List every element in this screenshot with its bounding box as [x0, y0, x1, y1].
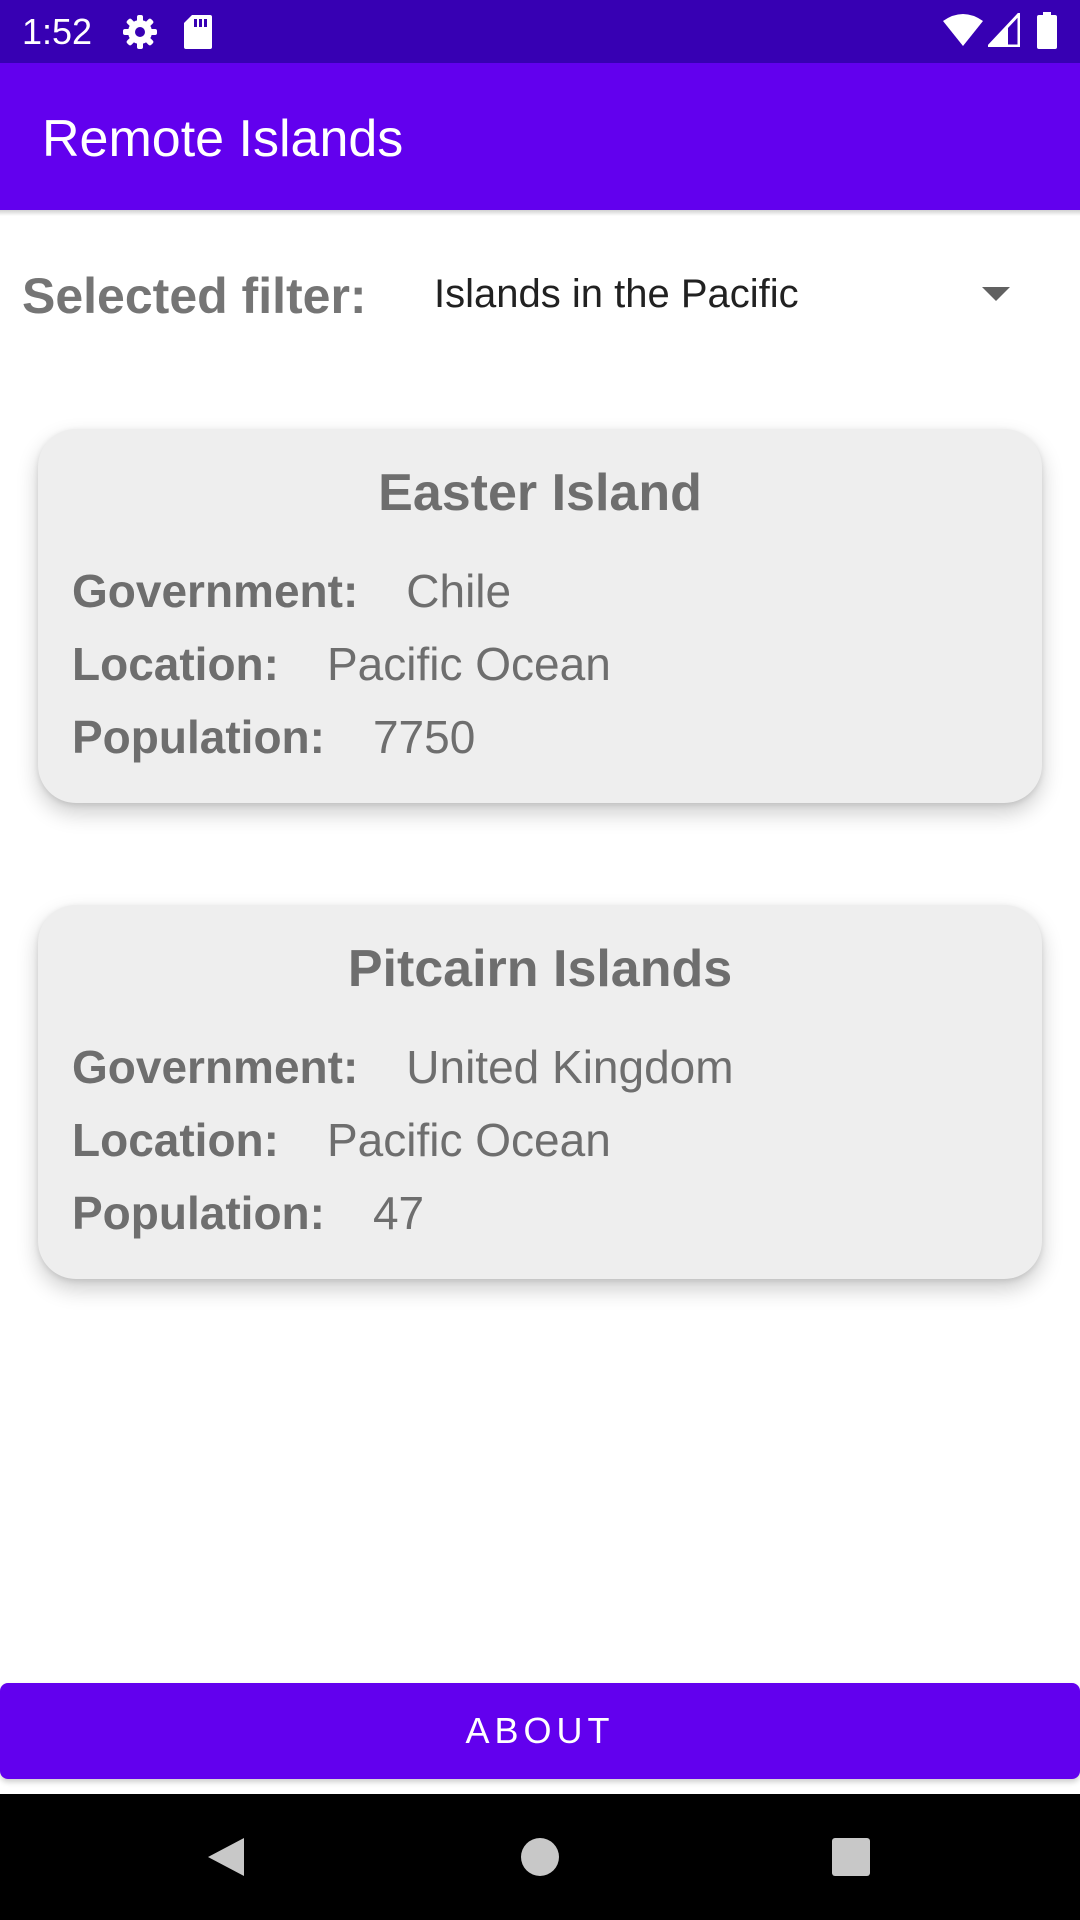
battery-icon	[1037, 12, 1057, 49]
app-bar: Remote Islands	[0, 63, 1080, 210]
filter-selected-value: Islands in the Pacific	[434, 272, 799, 316]
government-value: United Kingdom	[406, 1041, 734, 1093]
location-label: Location:	[72, 638, 279, 690]
population-label: Population:	[72, 1187, 325, 1239]
government-row: Government: United Kingdom	[72, 1039, 734, 1095]
island-name: Pitcairn Islands	[347, 940, 733, 998]
government-label: Government:	[72, 1041, 359, 1093]
status-bar: 1:52	[0, 0, 1080, 63]
sd-card-icon	[184, 15, 212, 49]
location-value: Pacific Ocean	[326, 1114, 611, 1166]
location-row: Location: Pacific Ocean	[72, 1112, 611, 1168]
app-title: Remote Islands	[42, 110, 404, 168]
back-button[interactable]	[156, 1794, 296, 1920]
island-name: Easter Island	[378, 464, 702, 522]
filter-spinner[interactable]: Islands in the Pacific	[420, 255, 1040, 335]
population-value: 7750	[372, 711, 476, 763]
population-value: 47	[372, 1187, 425, 1239]
island-card: Pitcairn Islands Government: United Kingd…	[38, 905, 1042, 1279]
location-row: Location: Pacific Ocean	[72, 636, 611, 692]
app-bar-shadow	[0, 210, 1080, 216]
status-time: 1:52	[22, 11, 93, 52]
home-circle-icon	[521, 1838, 559, 1876]
location-label: Location:	[72, 1114, 279, 1166]
recents-square-icon	[832, 1838, 870, 1876]
home-button[interactable]	[470, 1794, 610, 1920]
population-row: Population: 7750	[72, 709, 475, 765]
filter-label: Selected filter:	[22, 268, 367, 324]
population-label: Population:	[72, 711, 325, 763]
cell-signal-icon	[988, 13, 1020, 47]
about-button[interactable]: ABOUT	[0, 1683, 1080, 1779]
back-triangle-icon	[208, 1838, 244, 1876]
population-row: Population: 47	[72, 1185, 424, 1241]
dropdown-arrow-icon	[982, 287, 1010, 301]
government-value: Chile	[406, 565, 512, 617]
government-label: Government:	[72, 565, 359, 617]
recents-button[interactable]	[781, 1794, 921, 1920]
navigation-bar	[0, 1794, 1080, 1920]
government-row: Government: Chile	[72, 563, 511, 619]
gear-icon	[123, 15, 157, 49]
wifi-icon	[943, 14, 983, 46]
location-value: Pacific Ocean	[326, 638, 611, 690]
island-card: Easter Island Government: Chile Location:…	[38, 429, 1042, 803]
